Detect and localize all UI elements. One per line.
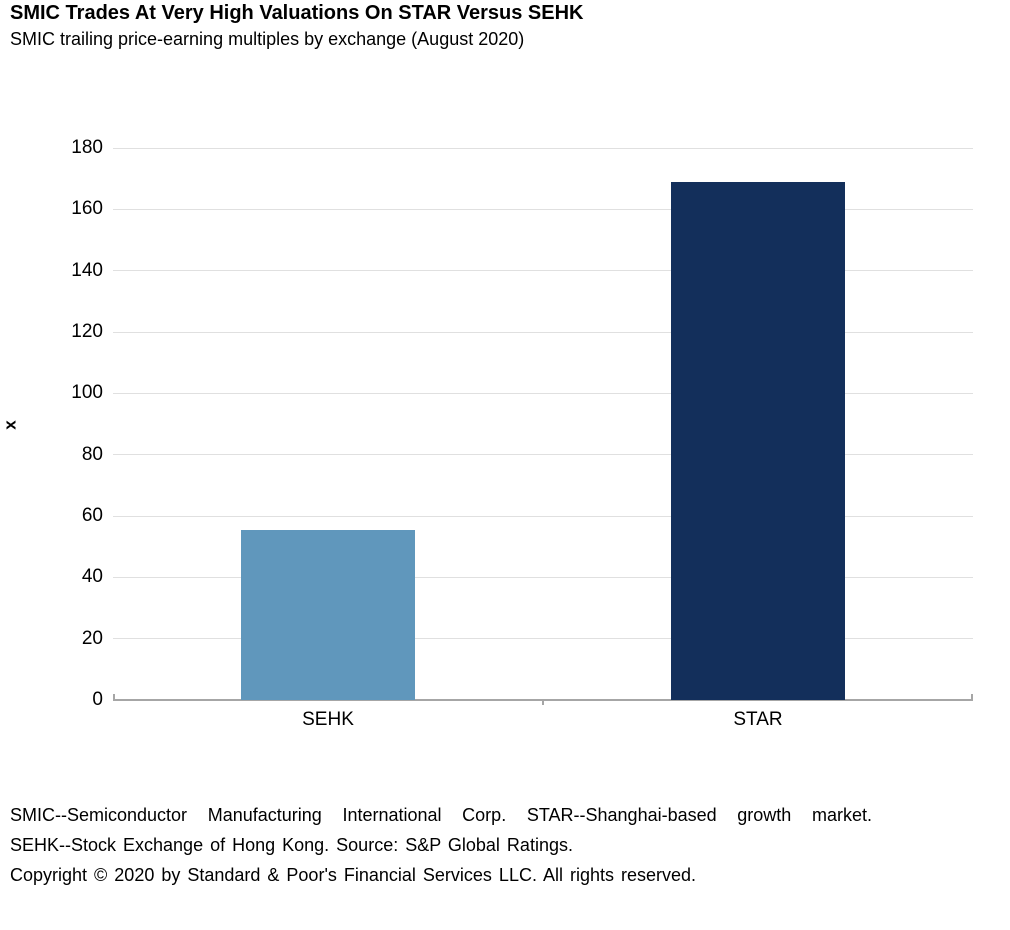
y-tick-label-160: 160 <box>71 198 103 220</box>
footnotes: SMIC--Semiconductor Manufacturing Intern… <box>10 800 882 890</box>
gridline-140 <box>113 270 973 272</box>
gridline-120 <box>113 331 973 333</box>
y-tick-label-140: 140 <box>71 259 103 281</box>
bar-star <box>671 181 845 700</box>
gridline-100 <box>113 392 973 394</box>
y-tick-label-40: 40 <box>81 566 103 588</box>
y-tick-label-80: 80 <box>81 443 103 465</box>
y-tick-label-120: 120 <box>71 321 103 342</box>
plot-area <box>113 147 973 705</box>
x-axis-tick-1 <box>542 700 544 705</box>
chart-subtitle: SMIC trailing price-earning multiples by… <box>10 29 525 49</box>
chart-title: SMIC Trades At Very High Valuations On S… <box>10 2 584 24</box>
gridline-80 <box>113 454 973 456</box>
footnote-line-3: Copyright © 2020 by Standard & Poor's Fi… <box>10 865 697 885</box>
x-axis-tick-0 <box>113 694 115 700</box>
gridline-60 <box>113 515 973 517</box>
x-category-label-star: STAR <box>733 709 783 730</box>
y-tick-label-60: 60 <box>81 505 103 526</box>
footnote-line-1: SMIC--Semiconductor Manufacturing Intern… <box>10 805 872 825</box>
gridline-180 <box>113 147 973 149</box>
bar-sehk <box>241 529 415 700</box>
x-category-label-sehk: SEHK <box>302 709 354 730</box>
y-tick-label-20: 20 <box>81 627 103 649</box>
footnote-line-2: SEHK--Stock Exchange of Hong Kong. Sourc… <box>10 835 573 855</box>
gridline-40 <box>113 576 973 578</box>
y-tick-label-180: 180 <box>71 137 103 158</box>
x-axis-tick-2 <box>971 694 973 700</box>
gridline-160 <box>113 208 973 210</box>
y-axis-title: x <box>0 420 20 430</box>
gridline-20 <box>113 638 973 640</box>
y-tick-label-0: 0 <box>92 689 103 710</box>
y-tick-label-100: 100 <box>71 382 103 404</box>
